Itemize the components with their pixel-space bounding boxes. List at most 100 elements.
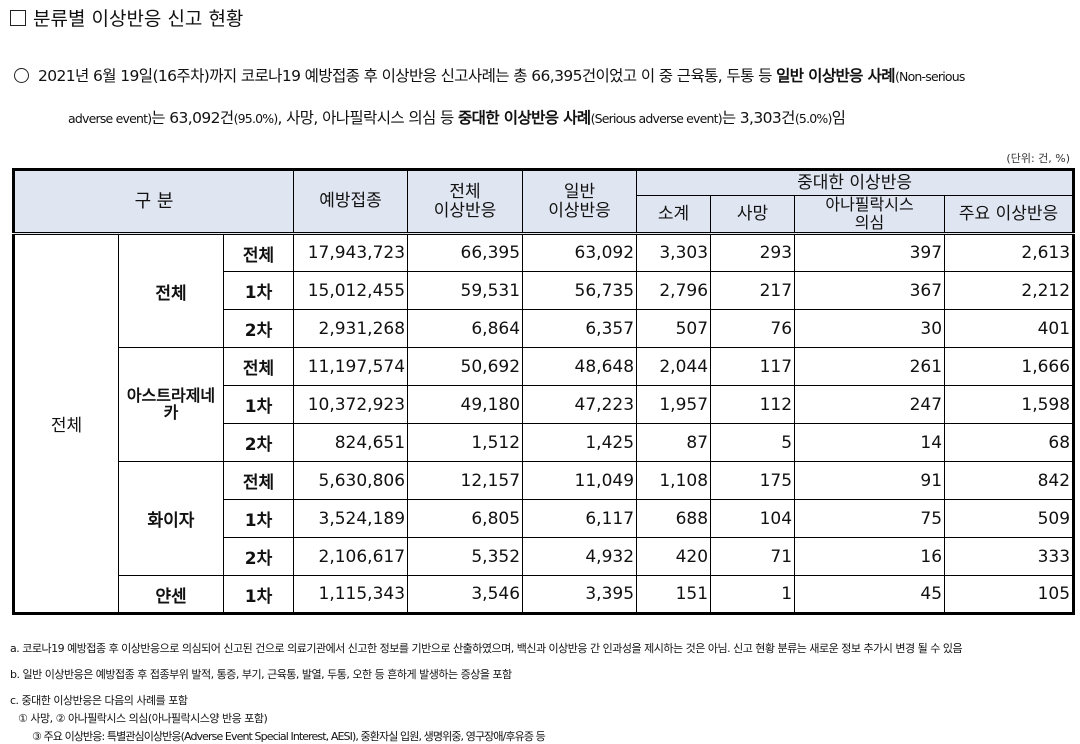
header-total-ae: 전체 이상반응 — [407, 168, 524, 234]
general-ae-cell: 48,648 — [522, 347, 638, 386]
header-vaccinated: 예방접종 — [293, 168, 409, 234]
page-title-text: 분류별 이상반응 신고 현황 — [33, 8, 244, 30]
subtotal-cell: 688 — [636, 499, 712, 538]
vaccinated-cell: 3,524,189 — [293, 499, 409, 538]
header-category: 구 분 — [12, 168, 295, 234]
anaphylaxis-cell: 30 — [794, 309, 946, 348]
total-ae-cell: 50,692 — [407, 347, 524, 386]
circle-bullet-icon — [14, 68, 29, 83]
anaphylaxis-cell: 75 — [794, 499, 946, 538]
subtotal-cell: 87 — [636, 423, 712, 462]
anaphylaxis-cell: 16 — [794, 537, 946, 576]
table-row: 얀센 1차 1,115,343 3,546 3,395 151 1 45 105 — [14, 575, 1075, 614]
vaccinated-cell: 2,931,268 — [293, 309, 409, 348]
death-cell: 112 — [710, 385, 796, 424]
header-serious-ae: 중대한 이상반응 — [636, 168, 1075, 196]
row-group-overall: 전체 — [13, 232, 119, 614]
death-cell: 1 — [710, 575, 796, 614]
total-ae-cell: 59,531 — [407, 271, 524, 310]
total-ae-cell: 6,805 — [407, 499, 524, 538]
general-ae-cell: 3,395 — [522, 575, 638, 614]
row-group-pfizer: 화이자 — [118, 461, 224, 576]
total-ae-cell: 6,864 — [407, 309, 524, 348]
dose-cell: 1차 — [222, 271, 295, 310]
row-group-all-vaccine: 전체 — [118, 232, 224, 348]
major-ae-cell: 2,613 — [944, 232, 1075, 272]
major-ae-cell: 842 — [944, 461, 1075, 500]
general-ae-cell: 6,117 — [522, 499, 638, 538]
total-ae-cell: 3,546 — [407, 575, 524, 614]
total-ae-cell: 66,395 — [407, 232, 524, 272]
total-ae-cell: 5,352 — [407, 537, 524, 576]
major-ae-cell: 333 — [944, 537, 1075, 576]
anaphylaxis-cell: 247 — [794, 385, 946, 424]
major-ae-cell: 68 — [944, 423, 1075, 462]
footnote-c: c. 중대한 이상반응은 다음의 사례를 포함 — [10, 694, 188, 707]
subtotal-cell: 420 — [636, 537, 712, 576]
table-row: 1차 10,372,923 49,180 47,223 1,957 112 24… — [14, 385, 1075, 424]
total-ae-cell: 12,157 — [407, 461, 524, 500]
page-title: 분류별 이상반응 신고 현황 — [10, 4, 243, 31]
anaphylaxis-cell: 397 — [794, 232, 946, 272]
dose-cell: 전체 — [222, 232, 295, 272]
table-row: 화이자 전체 5,630,806 12,157 11,049 1,108 175… — [14, 461, 1075, 576]
major-ae-cell: 105 — [944, 575, 1075, 614]
table-row: 2차 2,931,268 6,864 6,357 507 76 30 401 — [14, 309, 1075, 348]
table-row: 1차 15,012,455 59,531 56,735 2,796 217 36… — [14, 271, 1075, 310]
subtotal-cell: 151 — [636, 575, 712, 614]
general-ae-cell: 6,357 — [522, 309, 638, 348]
vaccinated-cell: 2,106,617 — [293, 537, 409, 576]
death-cell: 76 — [710, 309, 796, 348]
footnote-c-items-1-2: ① 사망, ② 아나필락시스 의심(아나필락시스양 반응 포함) — [18, 712, 268, 725]
dose-cell: 2차 — [222, 537, 295, 576]
unit-label: (단위: 건, %) — [1006, 152, 1070, 165]
vaccinated-cell: 1,115,343 — [293, 575, 409, 614]
checkbox-square-icon — [10, 9, 26, 26]
major-ae-cell: 401 — [944, 309, 1075, 348]
vaccinated-cell: 17,943,723 — [293, 232, 409, 272]
table-row: 2차 824,651 1,512 1,425 87 5 14 68 — [14, 423, 1075, 462]
footnote-a: a. 코로나19 예방접종 후 이상반응으로 의심되어 신고된 건으로 의료기관… — [10, 642, 963, 655]
summary-line-2: adverse event)는 63,092건(95.0%), 사망, 아나필락… — [68, 109, 846, 127]
header-general-ae: 일반 이상반응 — [522, 168, 638, 234]
death-cell: 104 — [710, 499, 796, 538]
major-ae-cell: 509 — [944, 499, 1075, 538]
vaccinated-cell: 5,630,806 — [293, 461, 409, 500]
subtotal-cell: 3,303 — [636, 232, 712, 272]
vaccinated-cell: 824,651 — [293, 423, 409, 462]
general-ae-cell: 47,223 — [522, 385, 638, 424]
vaccinated-cell: 15,012,455 — [293, 271, 409, 310]
anaphylaxis-cell: 261 — [794, 347, 946, 386]
dose-cell: 1차 — [222, 575, 295, 614]
death-cell: 293 — [710, 232, 796, 272]
general-ae-cell: 1,425 — [522, 423, 638, 462]
subtotal-cell: 1,108 — [636, 461, 712, 500]
major-ae-cell: 2,212 — [944, 271, 1075, 310]
general-ae-cell: 56,735 — [522, 271, 638, 310]
footnote-b: b. 일반 이상반응은 예방접종 후 접종부위 발적, 통증, 부기, 근육통,… — [10, 668, 512, 681]
total-ae-cell: 1,512 — [407, 423, 524, 462]
anaphylaxis-cell: 367 — [794, 271, 946, 310]
dose-cell: 2차 — [222, 423, 295, 462]
subtotal-cell: 2,796 — [636, 271, 712, 310]
dose-cell: 전체 — [222, 461, 295, 500]
row-group-janssen: 얀센 — [118, 575, 224, 614]
header-major-ae: 주요 이상반응 — [944, 195, 1075, 234]
vaccinated-cell: 11,197,574 — [293, 347, 409, 386]
death-cell: 71 — [710, 537, 796, 576]
total-ae-cell: 49,180 — [407, 385, 524, 424]
table-row: 전체 전체 전체 17,943,723 66,395 63,092 3,303 … — [13, 232, 1075, 614]
vaccinated-cell: 10,372,923 — [293, 385, 409, 424]
general-ae-cell: 63,092 — [522, 232, 638, 272]
adverse-event-table: 구 분 예방접종 전체 이상반응 일반 이상반응 중대한 이상반응 소계 사망 … — [12, 168, 1076, 615]
death-cell: 117 — [710, 347, 796, 386]
death-cell: 175 — [710, 461, 796, 500]
row-group-astrazeneca: 아스트라제네카 — [118, 347, 224, 462]
dose-cell: 1차 — [222, 499, 295, 538]
dose-cell: 1차 — [222, 385, 295, 424]
major-ae-cell: 1,598 — [944, 385, 1075, 424]
table-row: 1차 3,524,189 6,805 6,117 688 104 75 509 — [14, 499, 1075, 538]
footnote-c-item-3: ③ 주요 이상반응: 특별관심이상반응(Adverse Event Specia… — [32, 730, 546, 743]
summary-line-1: 2021년 6월 19일(16주차)까지 코로나19 예방접종 후 이상반응 신… — [14, 64, 965, 86]
table-row: 아스트라제네카 전체 11,197,574 50,692 48,648 2,04… — [14, 347, 1075, 462]
